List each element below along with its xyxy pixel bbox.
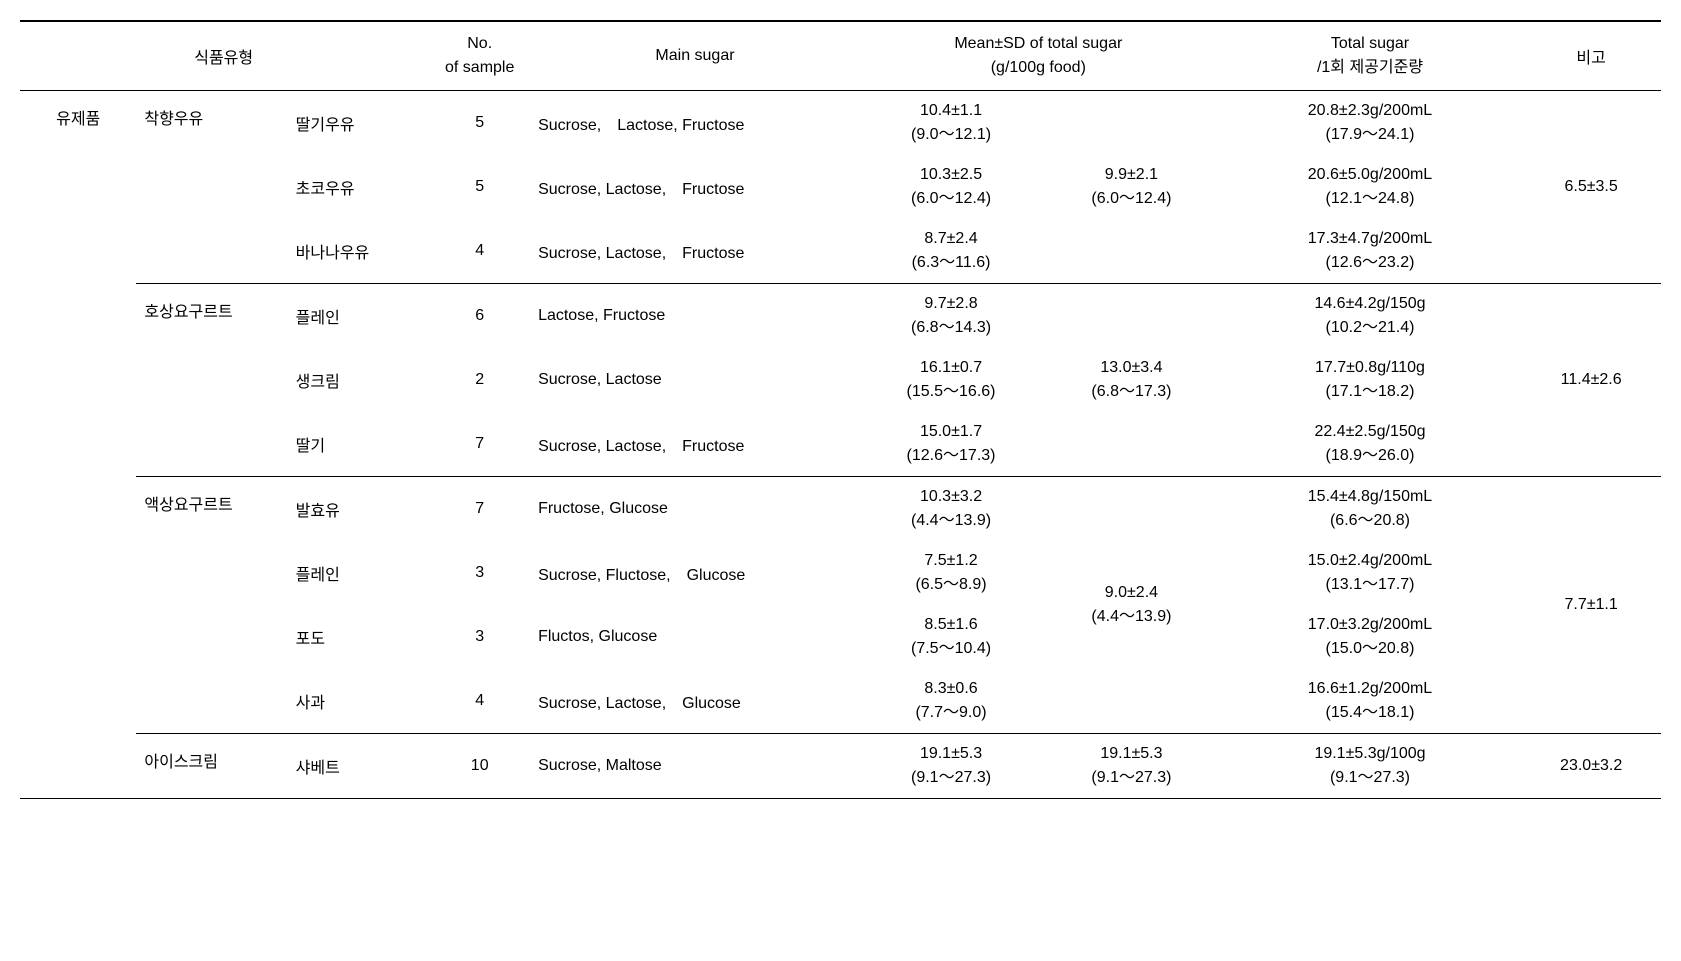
cat2-cell: 착향우유 — [136, 91, 287, 284]
note-cell: 7.7±1.1 — [1521, 477, 1661, 734]
n-cell: 4 — [427, 669, 532, 734]
mainsugar-cell: Fructose, Glucose — [532, 477, 858, 542]
mean-cell: 8.5±1.6(7.5～10.4) — [858, 605, 1044, 669]
serving-cell: 17.0±3.2g/200mL(15.0～20.8) — [1219, 605, 1522, 669]
mean-cell: 10.3±2.5(6.0～12.4) — [858, 155, 1044, 219]
mean-cell: 10.3±3.2(4.4～13.9) — [858, 477, 1044, 542]
serving-cell: 16.6±1.2g/200mL(15.4～18.1) — [1219, 669, 1522, 734]
n-cell: 7 — [427, 412, 532, 477]
header-meansd: Mean±SD of total sugar(g/100g food) — [858, 21, 1219, 91]
n-cell: 3 — [427, 541, 532, 605]
mainsugar-cell: Sucrose, Lactose, Fructose — [532, 91, 858, 156]
sugar-content-table: 식품유형 No.of sample Main sugar Mean±SD of … — [20, 20, 1661, 799]
serving-cell: 20.8±2.3g/200mL(17.9～24.1) — [1219, 91, 1522, 156]
n-cell: 5 — [427, 91, 532, 156]
table-row: 호상요구르트플레인6Lactose, Fructose9.7±2.8(6.8～1… — [20, 284, 1661, 349]
serving-cell: 15.4±4.8g/150mL(6.6～20.8) — [1219, 477, 1522, 542]
mean-cell: 8.3±0.6(7.7～9.0) — [858, 669, 1044, 734]
cat3-cell: 생크림 — [288, 348, 428, 412]
cat3-cell: 바나나우유 — [288, 219, 428, 284]
mean-cell: 10.4±1.1(9.0～12.1) — [858, 91, 1044, 156]
serving-cell: 14.6±4.2g/150g(10.2～21.4) — [1219, 284, 1522, 349]
serving-cell: 19.1±5.3g/100g(9.1～27.3) — [1219, 734, 1522, 799]
table-header-row: 식품유형 No.of sample Main sugar Mean±SD of … — [20, 21, 1661, 91]
header-nosample: No.of sample — [427, 21, 532, 91]
cat3-cell: 딸기 — [288, 412, 428, 477]
mainsugar-cell: Sucrose, Lactose, Fructose — [532, 412, 858, 477]
groupmean-cell: 9.9±2.1(6.0～12.4) — [1044, 91, 1219, 284]
n-cell: 4 — [427, 219, 532, 284]
header-note: 비고 — [1521, 21, 1661, 91]
header-foodtype: 식품유형 — [20, 21, 427, 91]
cat3-cell: 플레인 — [288, 541, 428, 605]
serving-cell: 15.0±2.4g/200mL(13.1～17.7) — [1219, 541, 1522, 605]
table-row: 아이스크림샤베트10Sucrose, Maltose19.1±5.3(9.1～2… — [20, 734, 1661, 799]
table-row: 유제품착향우유딸기우유5Sucrose, Lactose, Fructose10… — [20, 91, 1661, 156]
note-cell: 6.5±3.5 — [1521, 91, 1661, 284]
n-cell: 7 — [427, 477, 532, 542]
cat3-cell: 딸기우유 — [288, 91, 428, 156]
mean-cell: 7.5±1.2(6.5～8.9) — [858, 541, 1044, 605]
mean-cell: 8.7±2.4(6.3～11.6) — [858, 219, 1044, 284]
mean-cell: 15.0±1.7(12.6～17.3) — [858, 412, 1044, 477]
cat3-cell: 사과 — [288, 669, 428, 734]
mean-cell: 19.1±5.3(9.1～27.3) — [858, 734, 1044, 799]
mainsugar-cell: Sucrose, Fluctose, Glucose — [532, 541, 858, 605]
header-mainsugar: Main sugar — [532, 21, 858, 91]
n-cell: 6 — [427, 284, 532, 349]
n-cell: 3 — [427, 605, 532, 669]
groupmean-cell: 13.0±3.4(6.8～17.3) — [1044, 284, 1219, 477]
cat2-cell: 호상요구르트 — [136, 284, 287, 477]
n-cell: 10 — [427, 734, 532, 799]
mainsugar-cell: Sucrose, Lactose, Fructose — [532, 219, 858, 284]
mainsugar-cell: Sucrose, Lactose — [532, 348, 858, 412]
mainsugar-cell: Lactose, Fructose — [532, 284, 858, 349]
header-serving: Total sugar/1회 제공기준량 — [1219, 21, 1522, 91]
mean-cell: 16.1±0.7(15.5～16.6) — [858, 348, 1044, 412]
mainsugar-cell: Sucrose, Lactose, Glucose — [532, 669, 858, 734]
cat2-cell: 아이스크림 — [136, 734, 287, 799]
cat3-cell: 플레인 — [288, 284, 428, 349]
cat3-cell: 초코우유 — [288, 155, 428, 219]
serving-cell: 20.6±5.0g/200mL(12.1～24.8) — [1219, 155, 1522, 219]
n-cell: 2 — [427, 348, 532, 412]
groupmean-cell: 9.0±2.4(4.4～13.9) — [1044, 477, 1219, 734]
cat1-cell: 유제품 — [20, 91, 136, 799]
groupmean-cell: 19.1±5.3(9.1～27.3) — [1044, 734, 1219, 799]
mainsugar-cell: Sucrose, Maltose — [532, 734, 858, 799]
n-cell: 5 — [427, 155, 532, 219]
mainsugar-cell: Sucrose, Lactose, Fructose — [532, 155, 858, 219]
note-cell: 23.0±3.2 — [1521, 734, 1661, 799]
mean-cell: 9.7±2.8(6.8～14.3) — [858, 284, 1044, 349]
serving-cell: 22.4±2.5g/150g(18.9～26.0) — [1219, 412, 1522, 477]
note-cell: 11.4±2.6 — [1521, 284, 1661, 477]
cat2-cell: 액상요구르트 — [136, 477, 287, 734]
cat3-cell: 포도 — [288, 605, 428, 669]
cat3-cell: 샤베트 — [288, 734, 428, 799]
serving-cell: 17.3±4.7g/200mL(12.6～23.2) — [1219, 219, 1522, 284]
serving-cell: 17.7±0.8g/110g(17.1～18.2) — [1219, 348, 1522, 412]
cat3-cell: 발효유 — [288, 477, 428, 542]
mainsugar-cell: Fluctos, Glucose — [532, 605, 858, 669]
table-row: 액상요구르트발효유7Fructose, Glucose10.3±3.2(4.4～… — [20, 477, 1661, 542]
